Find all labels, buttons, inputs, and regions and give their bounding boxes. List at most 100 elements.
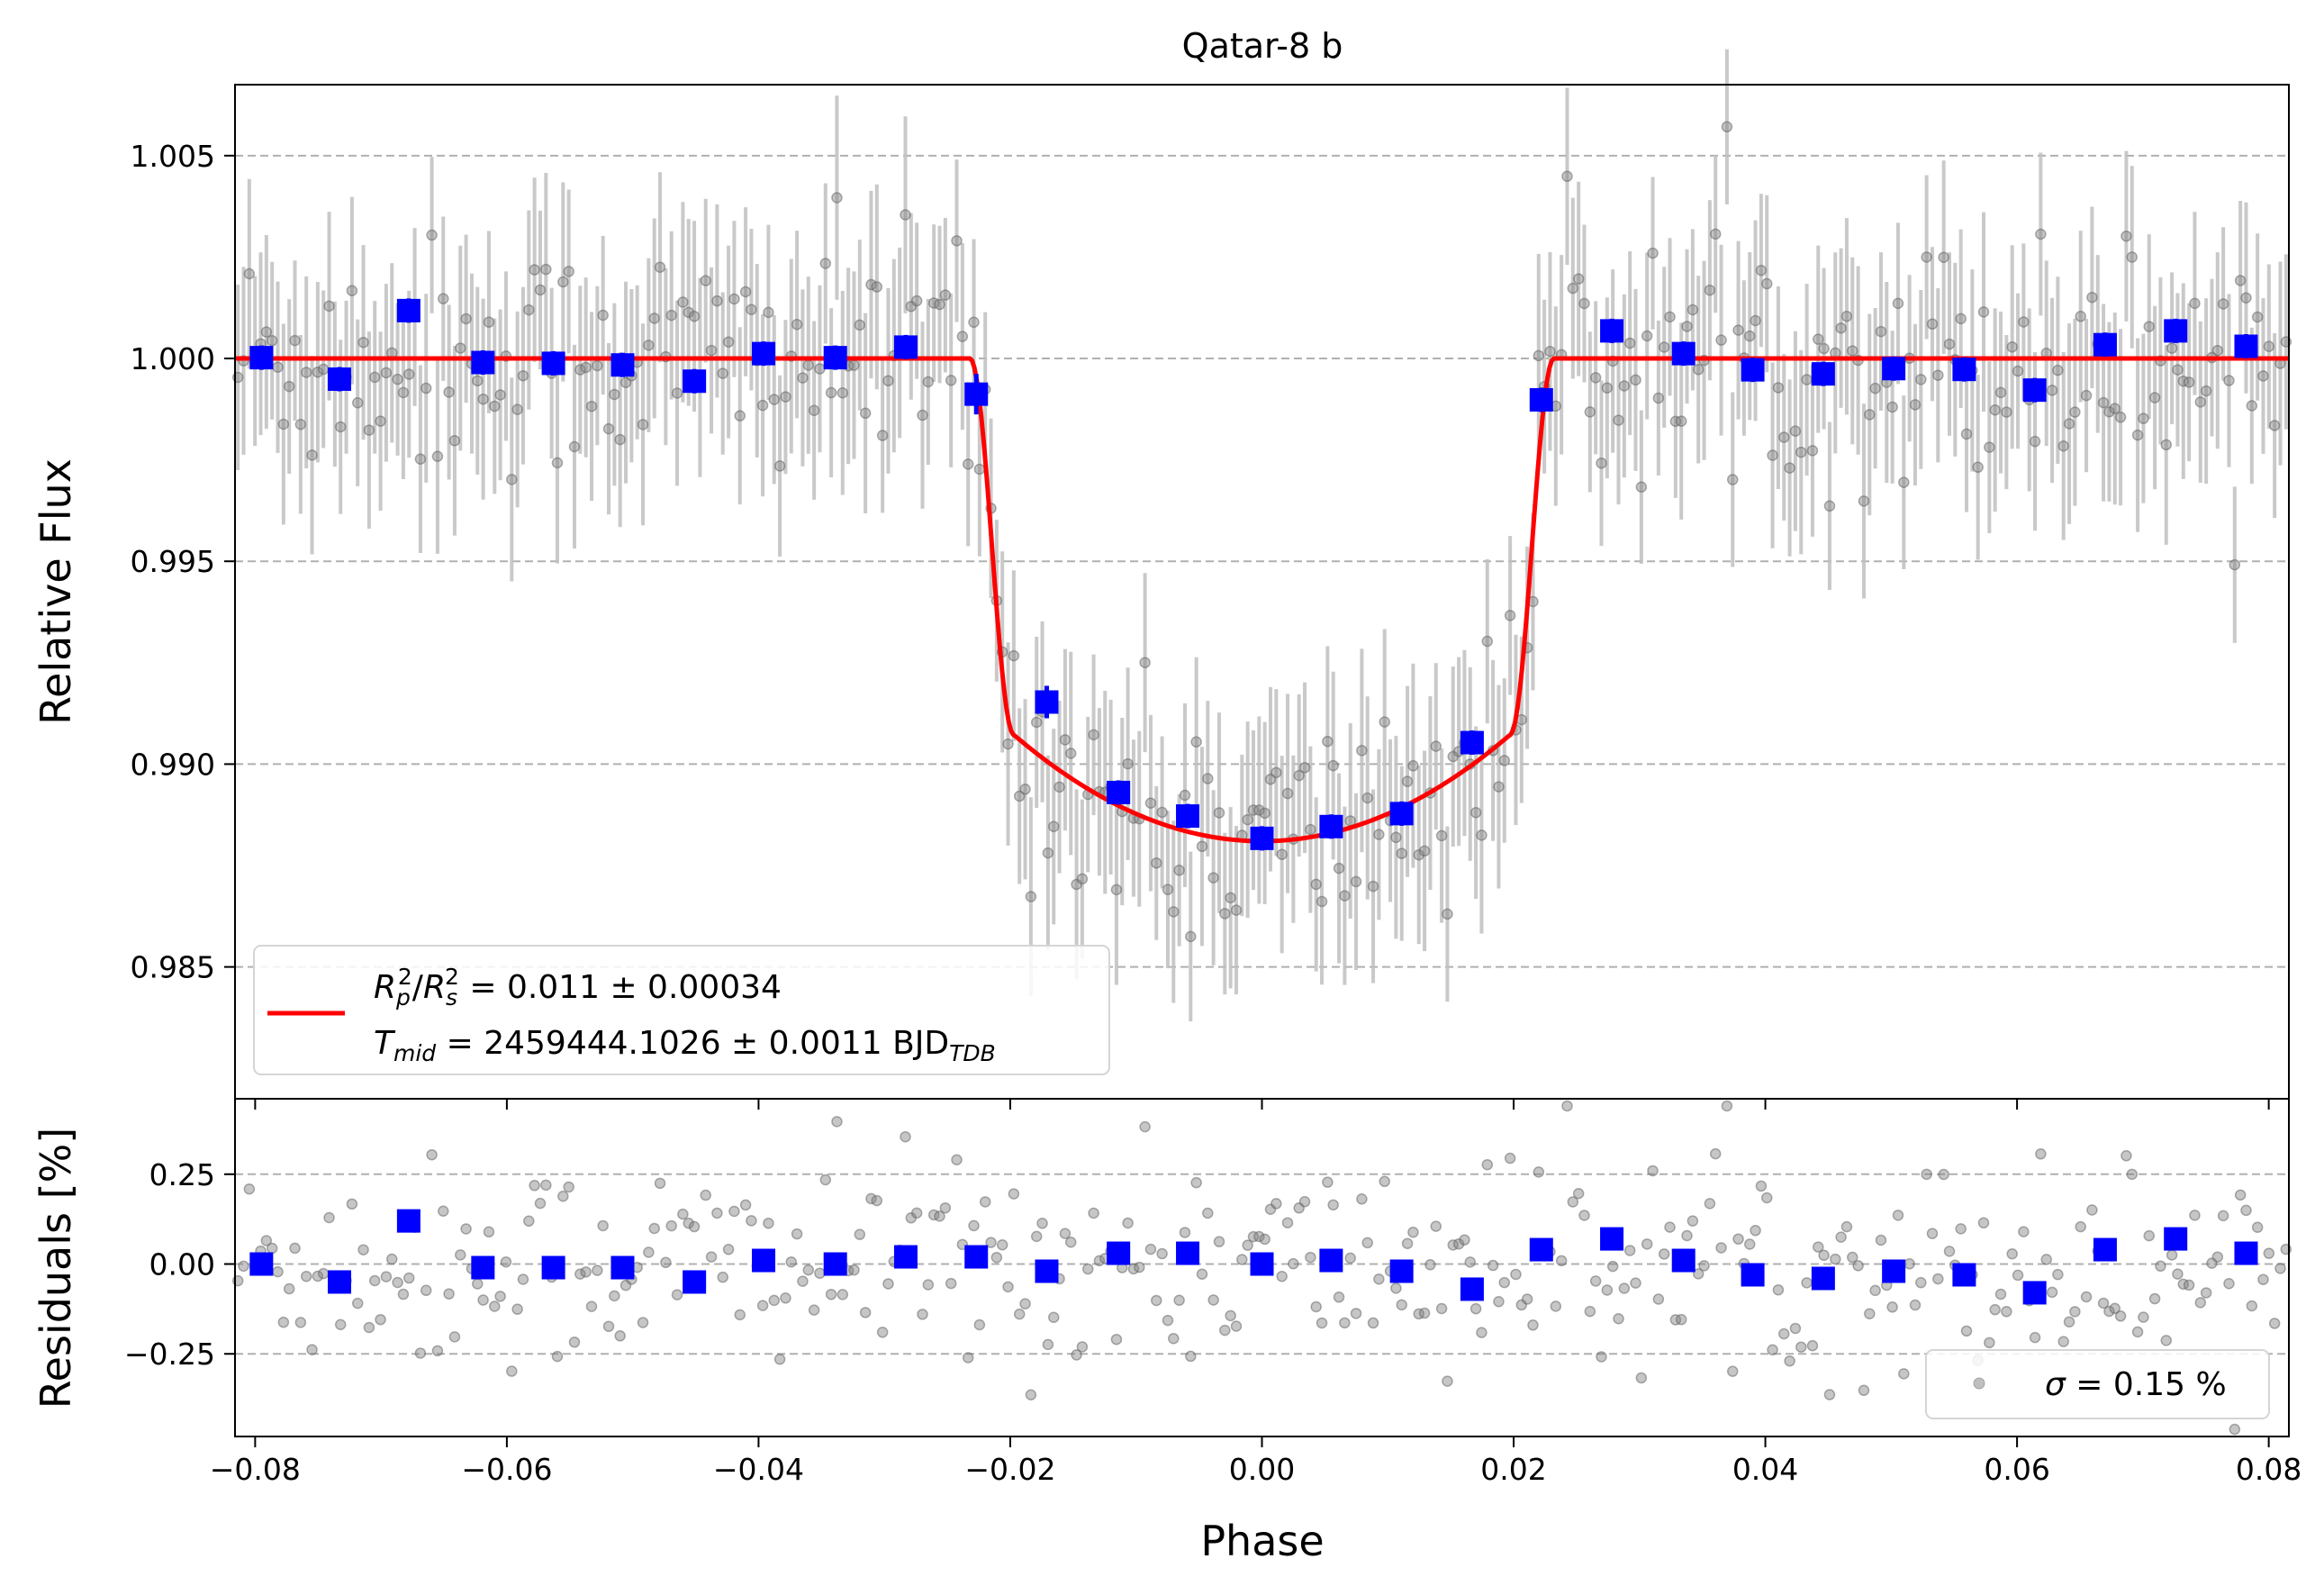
residual-point xyxy=(2246,1300,2258,1312)
y-tick-label: 0.990 xyxy=(131,747,215,782)
raw-point xyxy=(1064,748,1077,759)
residual-point xyxy=(1681,1229,1693,1242)
raw-point xyxy=(1207,872,1219,884)
residual-point xyxy=(1606,1260,1619,1273)
residual-point xyxy=(677,1208,689,1220)
residual-point xyxy=(922,1279,935,1291)
raw-point xyxy=(1623,337,1636,349)
raw-point xyxy=(1647,247,1659,259)
residual-point xyxy=(836,1289,849,1301)
residual-point xyxy=(557,1190,569,1202)
residual-point xyxy=(2006,1247,2018,1260)
raw-point xyxy=(1561,170,1573,183)
raw-point xyxy=(1430,740,1442,752)
raw-point xyxy=(1972,461,1984,474)
legend-tmid-label: Tmid = 2459444.1026 ± 0.0011 BJDTDB xyxy=(374,1025,996,1066)
raw-point xyxy=(283,380,295,393)
residual-point xyxy=(1550,1301,1562,1312)
raw-point xyxy=(1350,875,1362,888)
residual-point xyxy=(1726,1365,1739,1377)
raw-point xyxy=(472,375,484,387)
raw-point xyxy=(260,326,273,338)
raw-point xyxy=(375,415,386,427)
residual-point xyxy=(1630,1277,1641,1289)
raw-point xyxy=(1578,297,1590,310)
residual-point xyxy=(1379,1175,1390,1188)
residual-point xyxy=(1088,1207,1099,1219)
raw-point xyxy=(2160,439,2173,451)
raw-point xyxy=(797,372,809,384)
residual-point xyxy=(1151,1294,1162,1307)
raw-point xyxy=(1339,890,1351,902)
raw-point xyxy=(2121,231,2132,242)
residual-point xyxy=(357,1244,369,1255)
raw-point xyxy=(1675,415,1687,427)
residual-point xyxy=(1418,1307,1431,1319)
y-tick-label: 0.995 xyxy=(131,544,215,579)
residual-point xyxy=(1305,1251,1316,1264)
raw-point xyxy=(266,335,278,347)
residual-point xyxy=(1932,1273,1944,1285)
raw-point xyxy=(1686,304,1699,316)
residual-point xyxy=(334,1319,347,1331)
residual-point xyxy=(2131,1326,2144,1338)
residual-point xyxy=(1213,1236,1225,1247)
residual-point xyxy=(819,1174,832,1186)
raw-point xyxy=(1658,341,1670,353)
residual-point xyxy=(1584,1305,1596,1318)
residual-point xyxy=(1635,1372,1648,1384)
raw-point xyxy=(1977,306,1990,318)
raw-point xyxy=(665,309,677,322)
residual-point xyxy=(414,1347,427,1359)
residual-point xyxy=(540,1179,552,1192)
raw-point xyxy=(831,192,843,204)
raw-point xyxy=(1715,334,1727,346)
residual-point xyxy=(1801,1277,1813,1289)
raw-point xyxy=(506,474,518,485)
raw-point xyxy=(392,373,403,385)
y-tick-label: 0.00 xyxy=(149,1247,215,1282)
residual-point xyxy=(2268,1318,2281,1329)
raw-point xyxy=(1088,729,1099,741)
raw-point xyxy=(1435,829,1448,842)
residuals-y-ticks: −0.25 0.00 0.25 xyxy=(124,1157,235,1372)
raw-point xyxy=(294,418,307,430)
residual-point xyxy=(1984,1337,1995,1349)
raw-point xyxy=(2057,440,2069,452)
raw-point xyxy=(1247,804,1260,816)
raw-point xyxy=(1396,847,1407,859)
raw-point xyxy=(2229,558,2241,571)
residual-point xyxy=(2103,1305,2115,1318)
raw-point xyxy=(1110,884,1123,896)
raw-point xyxy=(1418,845,1431,857)
binned-point xyxy=(752,341,776,366)
raw-point xyxy=(1401,775,1414,787)
raw-point xyxy=(2234,275,2247,286)
raw-point xyxy=(722,336,735,348)
raw-point xyxy=(910,295,923,307)
raw-point xyxy=(1219,908,1231,920)
raw-point xyxy=(1196,840,1208,853)
binned-residual-point xyxy=(1882,1259,1906,1283)
raw-point xyxy=(814,363,826,375)
raw-point xyxy=(956,331,969,342)
residual-point xyxy=(705,1251,718,1263)
raw-point xyxy=(1875,325,1887,338)
raw-point xyxy=(2240,292,2252,304)
chart-title: Qatar-8 b xyxy=(1182,26,1343,66)
residual-point xyxy=(426,1148,438,1161)
raw-point xyxy=(477,393,489,405)
binned-residual-point xyxy=(610,1255,635,1280)
residual-point xyxy=(665,1219,677,1232)
raw-point xyxy=(568,440,581,453)
residual-point xyxy=(1459,1234,1470,1246)
raw-point xyxy=(1858,495,1870,507)
residual-point xyxy=(1173,1294,1185,1306)
raw-point xyxy=(277,418,290,430)
residual-point xyxy=(1909,1299,1922,1311)
raw-point xyxy=(2138,412,2149,424)
raw-point xyxy=(1019,784,1031,795)
raw-point xyxy=(2143,321,2156,332)
residual-point xyxy=(2052,1268,2064,1281)
raw-point xyxy=(1156,806,1168,819)
